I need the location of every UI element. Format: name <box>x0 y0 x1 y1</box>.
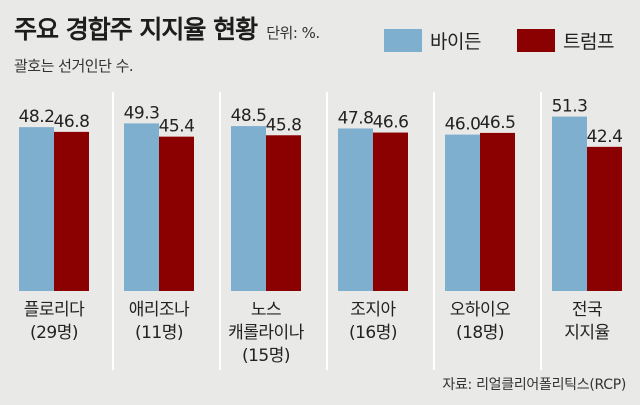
category-label-3-line-2: 캐롤라이나 <box>228 323 305 343</box>
bar-trump-5 <box>480 132 515 291</box>
category-label-5-line-1: 오하이오 <box>450 300 511 320</box>
bar-trump-3 <box>266 135 301 291</box>
bar-biden-3 <box>231 126 266 291</box>
bar-trump-1 <box>54 131 89 291</box>
bar-trump-6 <box>587 146 622 291</box>
legend-label-trump: 트럼프 <box>563 30 614 53</box>
value-label-biden-5: 46.0 <box>445 115 481 135</box>
title-row: 주요 경합주 지지율 현황 단위: %. <box>14 10 320 46</box>
bar-trump-4 <box>373 132 408 291</box>
category-label-1-line-2: (29명) <box>30 323 78 343</box>
value-label-biden-1: 48.2 <box>19 107 55 127</box>
source-note: 자료: 리얼클리어폴리틱스(RCP) <box>442 377 626 393</box>
legend-item-biden: 바이든 <box>384 28 481 53</box>
legend-swatch-trump <box>517 28 555 52</box>
value-label-trump-6: 42.4 <box>587 127 623 147</box>
bar-biden-5 <box>445 134 480 291</box>
value-label-trump-2: 45.4 <box>159 117 195 137</box>
category-label-6-line-1: 전국 <box>572 300 602 320</box>
chart-title: 주요 경합주 지지율 현황 <box>14 15 258 44</box>
value-label-biden-3: 48.5 <box>231 106 267 126</box>
legend-label-biden: 바이든 <box>430 30 481 53</box>
legend-swatch-biden <box>384 28 422 52</box>
bar-biden-4 <box>338 128 373 291</box>
category-label-3-line-3: (15명) <box>242 346 290 366</box>
value-label-trump-5: 46.5 <box>480 113 516 133</box>
category-label-4-line-2: (16명) <box>349 323 397 343</box>
value-label-biden-4: 47.8 <box>338 108 374 128</box>
value-label-biden-2: 49.3 <box>124 103 160 123</box>
category-label-4-line-1: 조지아 <box>350 300 396 320</box>
bar-biden-2 <box>124 123 159 291</box>
category-label-2-line-2: (11명) <box>135 323 183 343</box>
category-label-1-line-1: 플로리다 <box>24 300 85 320</box>
unit-label: 단위: %. <box>266 24 320 42</box>
bar-biden-6 <box>552 116 587 291</box>
chart-subtitle: 괄호는 선거인단 수. <box>14 57 134 75</box>
value-label-trump-4: 46.6 <box>373 113 409 133</box>
category-label-5-line-2: (18명) <box>456 323 504 343</box>
bar-biden-1 <box>19 127 54 292</box>
value-label-trump-3: 45.8 <box>266 115 302 135</box>
category-label-2-line-1: 애리조나 <box>129 300 190 320</box>
category-label-3-line-1: 노스 <box>251 300 281 320</box>
value-label-trump-1: 46.8 <box>54 112 90 132</box>
category-label-6-line-2: 지지율 <box>564 323 609 343</box>
bar-trump-2 <box>159 136 194 291</box>
value-label-biden-6: 51.3 <box>552 97 588 117</box>
legend-item-trump: 트럼프 <box>517 28 614 53</box>
